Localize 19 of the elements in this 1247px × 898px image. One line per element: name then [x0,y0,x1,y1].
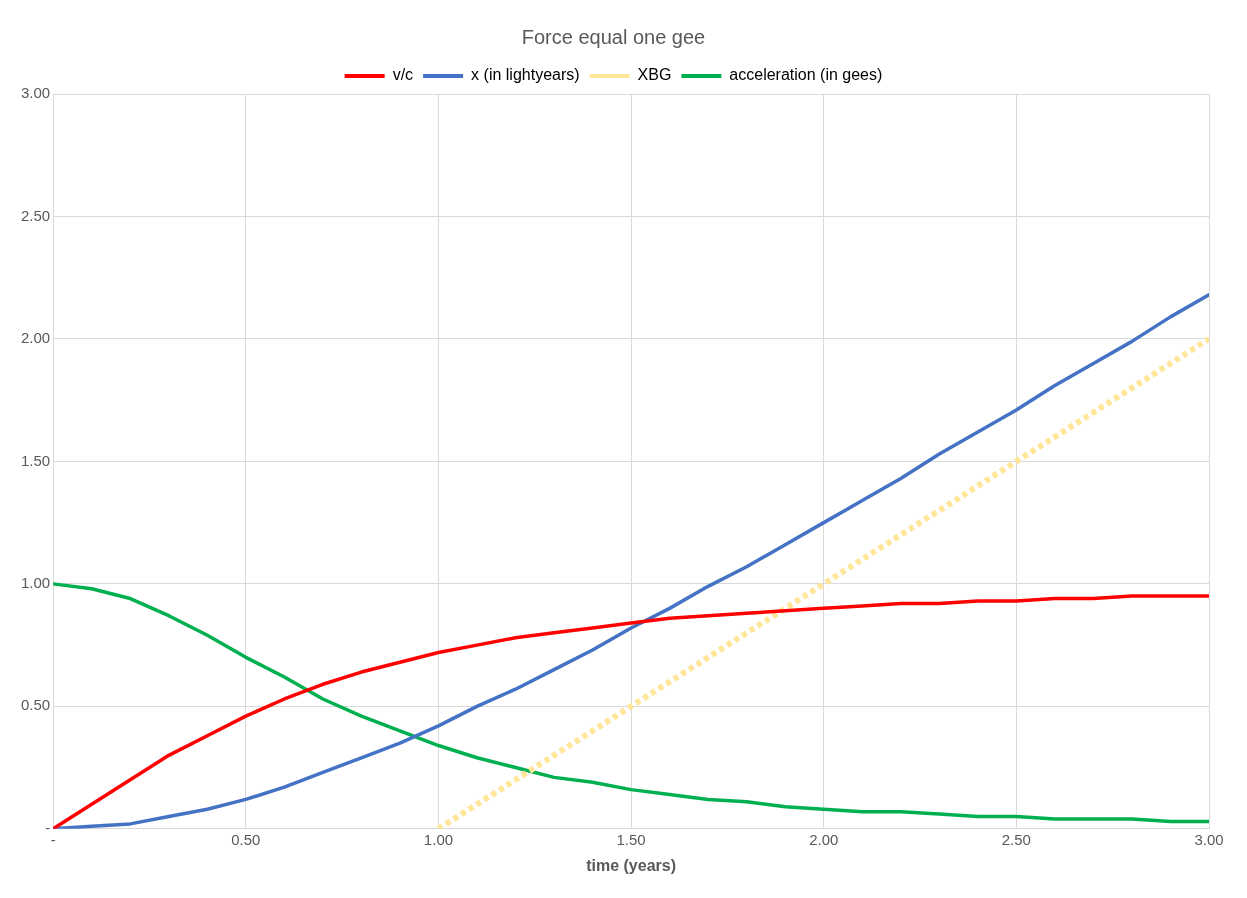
x-tick-label: 0.50 [231,830,261,848]
chart-title: Force equal one gee [521,25,706,48]
legend-label: v/c [392,66,414,84]
y-tick-label: 1.00 [20,574,51,592]
y-tick-label: 0.50 [20,696,51,714]
legend-label: x (in lightyears) [471,66,580,84]
y-tick-label: 3.00 [20,84,51,102]
legend-label: acceleration (in gees) [729,66,883,84]
y-tick-label: 1.50 [20,451,51,469]
y-tick-label: - [45,818,51,836]
x-tick-label: 2.50 [1001,830,1031,848]
x-tick-label: 3.00 [1194,830,1224,848]
x-axis-title: time (years) [586,856,677,874]
x-tick-label: 2.00 [809,830,839,848]
x-tick-label: 1.00 [423,830,454,848]
legend-label: XBG [637,66,672,84]
x-tick-label: 1.50 [616,830,646,848]
y-tick-label: 2.50 [20,206,51,224]
y-tick-label: 2.00 [20,329,51,347]
